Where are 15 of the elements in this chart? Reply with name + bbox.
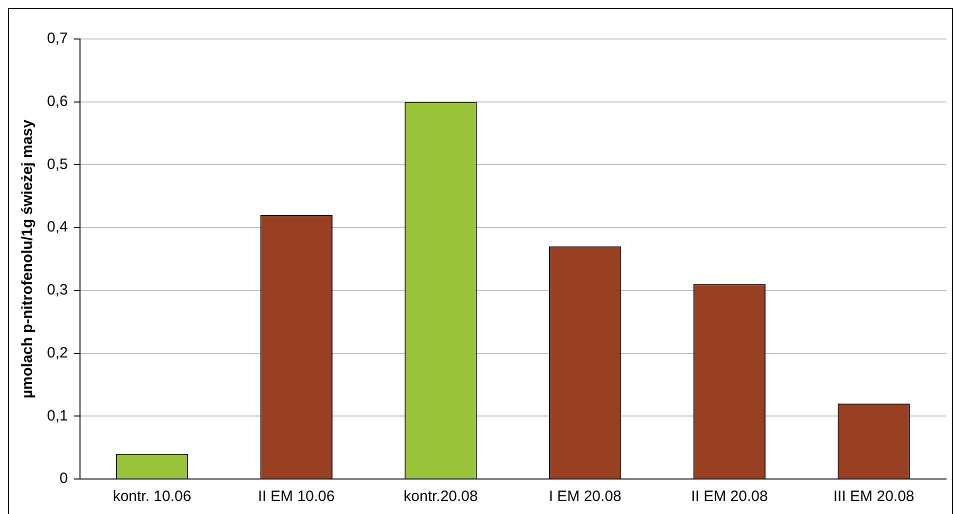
y-tick-label: 0,5 bbox=[46, 156, 68, 173]
y-tick-label: 0,3 bbox=[46, 282, 68, 299]
y-tick-label: 0,2 bbox=[46, 344, 68, 362]
y-axis-title: µmolach p-nitrofenolu/1g świeżej masy bbox=[19, 118, 36, 398]
y-tick-label: 0 bbox=[60, 470, 68, 488]
x-tick-label: kontr. 10.06 bbox=[112, 488, 192, 506]
x-tick-label: II EM 10.06 bbox=[258, 488, 335, 506]
x-tick-label: kontr.20.08 bbox=[404, 488, 478, 506]
y-tick-label: 0,7 bbox=[46, 30, 68, 48]
y-tick-label: 0,1 bbox=[46, 407, 68, 424]
y-tick-label: 0,6 bbox=[46, 93, 68, 110]
x-tick-label: II EM 20.08 bbox=[691, 488, 768, 506]
x-tick-label: I EM 20.08 bbox=[548, 488, 622, 506]
x-tick-label: III EM 20.08 bbox=[833, 488, 914, 506]
y-tick-label: 0,4 bbox=[46, 218, 68, 236]
